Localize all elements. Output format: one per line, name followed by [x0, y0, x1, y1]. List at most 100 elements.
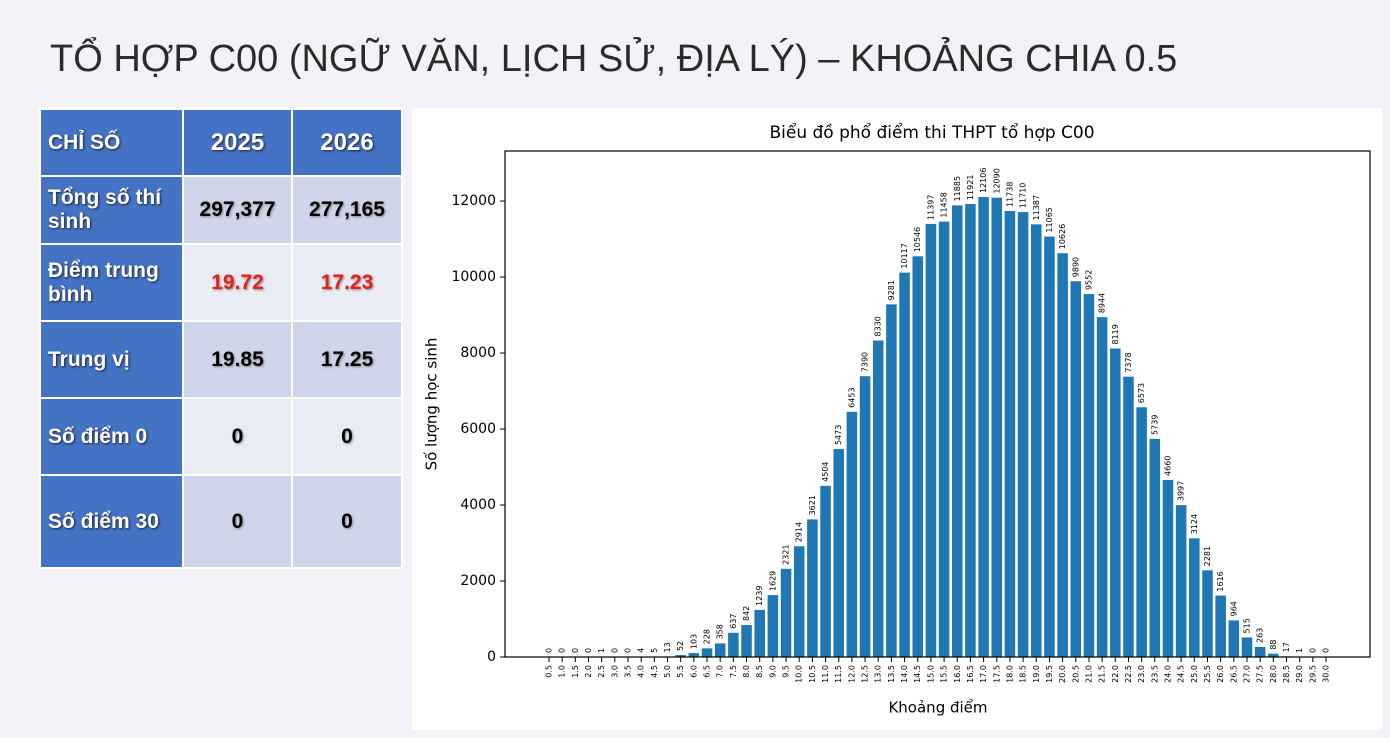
row: Số điểm 0 0 0 [39, 397, 403, 476]
bar [807, 519, 818, 657]
x-tick-label: 1.5 [571, 665, 580, 678]
value-label: 11458 [940, 192, 949, 217]
bar [728, 632, 739, 657]
chart: Biểu đồ phổ điểm thi THPT tổ hợp C00 Kho… [423, 122, 1371, 717]
value-label: 10546 [913, 227, 922, 252]
x-tick-label: 23.0 [1137, 665, 1146, 683]
x-tick-label: 10.5 [808, 665, 817, 683]
x-tick-label: 4.0 [637, 665, 646, 678]
x-tick-label: 22.5 [1124, 665, 1133, 683]
value-label: 0 [558, 648, 567, 653]
x-tick-label: 24.5 [1177, 665, 1186, 683]
bar [1202, 570, 1213, 657]
bar [938, 221, 950, 657]
value-label: 11387 [1032, 195, 1041, 220]
value-label: 228 [703, 629, 712, 644]
value-label: 8944 [1098, 293, 1107, 313]
x-tick-label: 3.0 [610, 665, 619, 678]
value-label: 8119 [1111, 324, 1120, 344]
x-tick-label: 6.0 [689, 665, 698, 678]
value-label: 11397 [926, 195, 935, 220]
bar [925, 223, 937, 657]
row-label: Điểm trung bình [39, 243, 184, 322]
x-tick-label: 30.0 [1322, 665, 1331, 683]
value-label: 358 [716, 624, 725, 639]
value-label: 6573 [1137, 383, 1146, 403]
x-tick-label: 14.0 [900, 665, 909, 683]
bar [701, 648, 713, 657]
plot-frame [504, 150, 1371, 658]
x-tick-label: 19.5 [1045, 665, 1054, 683]
bar [714, 643, 726, 657]
bar [1228, 620, 1240, 657]
x-tick-label: 28.5 [1282, 665, 1291, 683]
bar [899, 272, 910, 657]
value-label: 12090 [992, 168, 1001, 193]
value-label: 10626 [1058, 224, 1067, 249]
x-tick-label: 22.0 [1111, 665, 1120, 683]
row-label: Số điểm 0 [39, 397, 184, 476]
value-label: 842 [742, 606, 751, 621]
x-tick-label: 26.0 [1216, 665, 1225, 683]
x-tick-label: 12.0 [847, 665, 856, 683]
x-tick-label: 15.0 [926, 665, 935, 683]
x-tick-label: 20.5 [1071, 665, 1080, 683]
value-label: 1239 [755, 586, 764, 606]
cell: 17.25 [291, 320, 403, 399]
value-label: 2321 [782, 544, 791, 564]
row: Tổng số thí sinh 297,377 277,165 [39, 175, 403, 245]
stats-table: CHỈ SỐ 2025 2026 Tổng số thí sinh 297,37… [39, 108, 403, 569]
bar [965, 204, 976, 657]
value-label: 3997 [1177, 481, 1186, 501]
x-tick-label: 5.5 [676, 665, 685, 678]
value-label: 515 [1242, 618, 1251, 633]
cell: 0 [291, 474, 403, 569]
value-label: 9281 [887, 280, 896, 300]
x-tick-label: 9.0 [768, 665, 777, 678]
value-label: 5 [650, 648, 659, 653]
x-tick-label: 20.0 [1058, 665, 1067, 683]
value-label: 13 [663, 642, 672, 652]
value-label: 11921 [966, 175, 975, 200]
header-cell: CHỈ SỐ [39, 108, 184, 177]
x-tick-label: 18.5 [1019, 665, 1028, 683]
y-tick-label: 0 [487, 649, 496, 665]
x-tick-label: 13.0 [874, 665, 883, 683]
value-label: 11710 [1019, 183, 1028, 208]
value-label: 1 [1295, 648, 1304, 653]
bar [1070, 281, 1082, 657]
x-tick-label: 4.5 [650, 665, 659, 678]
x-tick-label: 6.5 [703, 665, 712, 678]
bar [1110, 348, 1121, 657]
x-tick-label: 21.0 [1084, 665, 1093, 683]
value-label: 4 [637, 648, 646, 653]
value-label: 4660 [1163, 456, 1172, 476]
x-tick-label: 28.0 [1269, 665, 1278, 683]
bar [886, 304, 897, 657]
value-label: 17 [1282, 642, 1291, 652]
x-tick-label: 12.5 [861, 665, 870, 683]
bar [741, 625, 752, 657]
cell: 17.23 [291, 243, 403, 322]
value-label: 5739 [1150, 415, 1159, 435]
value-label: 7390 [861, 352, 870, 372]
bar [688, 653, 700, 657]
x-tick-label: 24.0 [1163, 665, 1172, 683]
value-label: 88 [1269, 639, 1278, 649]
x-tick-label: 7.5 [729, 665, 738, 678]
bar [1254, 647, 1266, 657]
row: Trung vị 19.85 17.25 [39, 320, 403, 399]
cell: 277,165 [291, 175, 403, 245]
value-label: 637 [729, 614, 738, 629]
x-tick-label: 0.5 [544, 665, 553, 678]
bar [675, 655, 686, 657]
value-label: 2281 [1203, 546, 1212, 566]
bar [1123, 376, 1134, 657]
bar [951, 205, 963, 657]
bar [1241, 637, 1253, 657]
y-tick-label: 12000 [451, 193, 496, 209]
bar [1136, 407, 1147, 657]
x-tick-label: 13.5 [887, 665, 896, 683]
x-tick-label: 29.0 [1295, 665, 1304, 683]
